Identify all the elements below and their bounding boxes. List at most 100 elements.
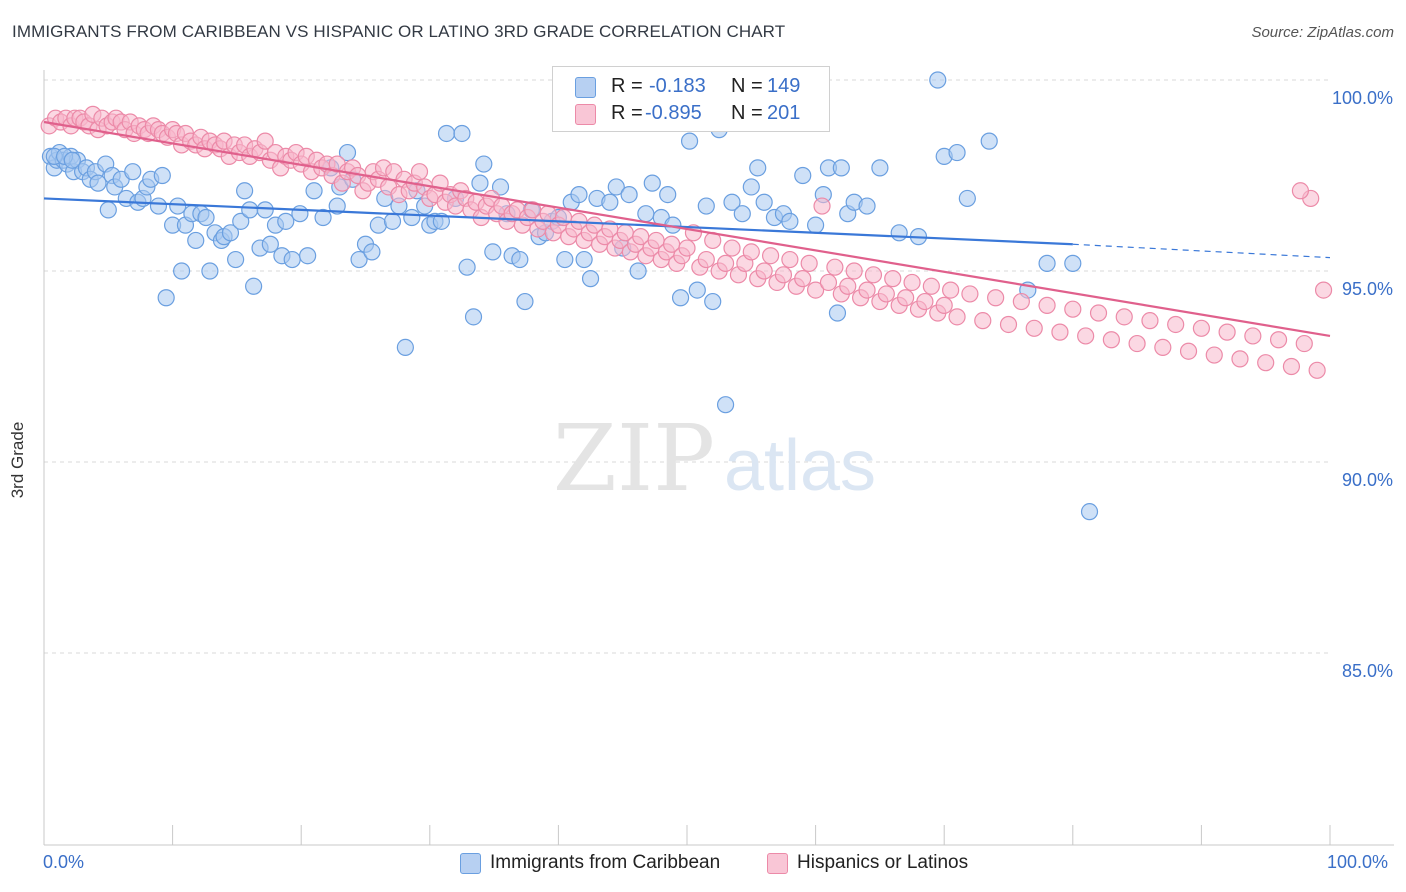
watermark-atlas: atlas xyxy=(724,426,876,506)
point-hispanic xyxy=(1064,300,1082,318)
point-hispanic xyxy=(999,315,1018,334)
point-hispanic xyxy=(761,247,780,265)
point-caribbean xyxy=(227,250,245,269)
watermark: ZIP atlas xyxy=(553,405,876,512)
point-hispanic xyxy=(1295,334,1313,353)
point-caribbean xyxy=(755,193,773,211)
legend-n-label: N = xyxy=(731,102,763,124)
legend-swatch-pink xyxy=(575,104,596,125)
point-hispanic xyxy=(742,243,760,261)
point-caribbean xyxy=(643,174,661,192)
point-caribbean xyxy=(149,197,168,215)
point-caribbean xyxy=(291,205,309,223)
point-caribbean xyxy=(688,281,706,299)
point-caribbean xyxy=(338,143,357,162)
point-hispanic xyxy=(1308,361,1326,379)
point-hispanic xyxy=(1205,346,1223,364)
point-hispanic xyxy=(858,281,876,299)
point-hispanic xyxy=(723,239,741,257)
point-hispanic xyxy=(1257,354,1275,372)
point-caribbean xyxy=(197,208,215,227)
point-hispanic xyxy=(942,281,960,299)
point-caribbean xyxy=(575,250,593,269)
point-hispanic xyxy=(1077,327,1095,345)
point-caribbean xyxy=(637,205,655,223)
point-caribbean xyxy=(1038,254,1056,272)
point-caribbean xyxy=(89,174,107,192)
point-caribbean xyxy=(484,243,502,261)
point-caribbean xyxy=(299,247,317,265)
point-caribbean xyxy=(369,216,387,234)
point-hispanic xyxy=(1179,342,1198,360)
point-hispanic xyxy=(948,308,966,326)
chart-title: IMMIGRANTS FROM CARIBBEAN VS HISPANIC OR… xyxy=(12,22,786,41)
point-caribbean xyxy=(277,212,295,230)
watermark-zip: ZIP xyxy=(553,405,715,512)
point-hispanic xyxy=(826,258,844,276)
point-hispanic xyxy=(916,292,934,311)
point-hispanic xyxy=(1115,308,1133,326)
point-caribbean xyxy=(383,212,402,230)
point-caribbean xyxy=(733,205,751,223)
trend-line-caribbean xyxy=(43,197,1073,246)
point-hispanic xyxy=(716,254,735,272)
point-hispanic xyxy=(897,289,915,307)
y-axis-label: 3rd Grade xyxy=(8,421,27,499)
point-caribbean xyxy=(723,193,741,211)
point-hispanic xyxy=(1291,182,1310,200)
y-tick-label: 95.0% xyxy=(1342,279,1393,299)
point-hispanic xyxy=(1192,319,1211,337)
point-caribbean xyxy=(187,231,205,250)
point-caribbean xyxy=(704,292,722,311)
point-caribbean xyxy=(620,186,638,204)
bottom-legend-label: Immigrants from Caribbean xyxy=(490,852,721,873)
point-hispanic xyxy=(1128,334,1146,353)
point-caribbean xyxy=(124,163,142,181)
point-caribbean xyxy=(157,289,175,307)
stats-legend: R = -0.183 N = 149 R = -0.895 N = 201 xyxy=(552,66,830,132)
point-hispanic xyxy=(1231,350,1249,368)
point-hispanic xyxy=(1244,327,1262,345)
point-hispanic xyxy=(1167,315,1185,334)
point-caribbean xyxy=(173,262,191,280)
source-attribution: Source: ZipAtlas.com xyxy=(1251,24,1394,41)
point-hispanic xyxy=(806,281,825,299)
x-tick-label-min: 0.0% xyxy=(43,852,85,872)
bottom-legend-label: Hispanics or Latinos xyxy=(797,852,969,873)
y-tick-label: 100.0% xyxy=(1332,88,1393,108)
point-caribbean xyxy=(871,159,889,177)
point-hispanic xyxy=(1141,312,1159,330)
y-tick-labels: 85.0% 90.0% 95.0% 100.0% xyxy=(1332,88,1393,681)
point-hispanic xyxy=(935,296,953,314)
point-caribbean xyxy=(458,258,476,276)
point-hispanic xyxy=(1218,323,1236,341)
point-caribbean xyxy=(256,201,274,219)
y-tick-label: 85.0% xyxy=(1342,661,1393,681)
point-hispanic xyxy=(697,250,715,269)
legend-n-value: 149 xyxy=(767,75,801,97)
point-hispanic xyxy=(813,197,831,215)
point-hispanic xyxy=(774,266,793,284)
point-caribbean xyxy=(697,197,715,215)
point-caribbean xyxy=(958,189,976,208)
point-caribbean xyxy=(716,396,735,414)
point-caribbean xyxy=(794,166,812,185)
point-caribbean xyxy=(581,270,600,288)
point-hispanic xyxy=(877,285,895,303)
point-caribbean xyxy=(261,235,279,253)
point-hispanic xyxy=(755,262,773,280)
point-caribbean xyxy=(475,155,493,173)
point-caribbean xyxy=(511,250,529,269)
point-caribbean xyxy=(742,178,760,196)
legend-r-value: -0.895 xyxy=(645,102,702,124)
y-tick-label: 90.0% xyxy=(1342,470,1393,490)
trend-layer xyxy=(43,120,1331,338)
point-caribbean xyxy=(464,308,483,326)
point-caribbean xyxy=(680,132,699,150)
point-caribbean xyxy=(570,186,588,204)
point-caribbean xyxy=(671,289,690,307)
bottom-legend-swatch-pink xyxy=(767,853,788,874)
point-caribbean xyxy=(781,212,799,230)
point-hispanic xyxy=(819,273,838,292)
point-caribbean xyxy=(749,159,767,177)
